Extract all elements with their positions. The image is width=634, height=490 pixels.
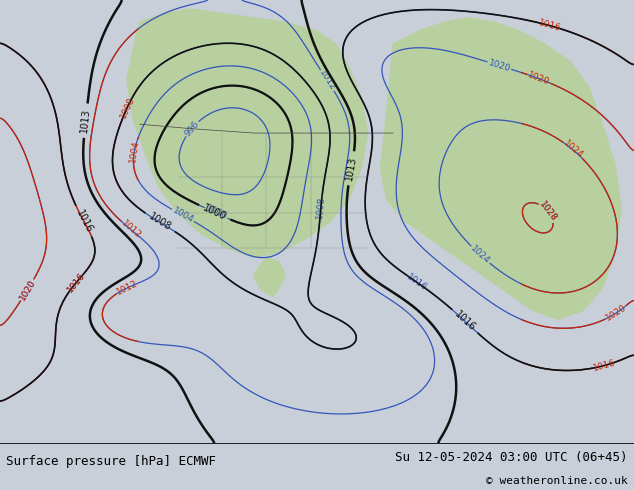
- Polygon shape: [254, 257, 285, 297]
- Text: 1016: 1016: [74, 208, 94, 234]
- Text: 1016: 1016: [65, 271, 87, 294]
- Text: Surface pressure [hPa] ECMWF: Surface pressure [hPa] ECMWF: [6, 455, 216, 467]
- Text: 1000: 1000: [204, 204, 228, 222]
- Text: 1020: 1020: [526, 71, 551, 87]
- Text: 1028: 1028: [538, 200, 559, 223]
- Text: 1013: 1013: [79, 108, 92, 133]
- Text: 1020: 1020: [18, 278, 37, 302]
- Polygon shape: [216, 177, 254, 204]
- Text: 1024: 1024: [562, 139, 585, 161]
- Text: 1024: 1024: [469, 244, 492, 266]
- Text: 1020: 1020: [18, 278, 37, 302]
- Text: 1016: 1016: [593, 358, 617, 373]
- Text: 1016: 1016: [453, 309, 477, 333]
- Text: 1013: 1013: [344, 155, 358, 181]
- Text: 1004: 1004: [128, 139, 141, 163]
- Polygon shape: [380, 18, 621, 319]
- Text: 1016: 1016: [65, 271, 87, 294]
- Text: 1012: 1012: [318, 69, 337, 93]
- Text: Su 12-05-2024 03:00 UTC (06+45): Su 12-05-2024 03:00 UTC (06+45): [395, 451, 628, 464]
- Text: 996: 996: [183, 119, 201, 138]
- Text: 1016: 1016: [404, 272, 429, 293]
- Text: 1028: 1028: [538, 200, 559, 223]
- Text: 1020: 1020: [604, 303, 628, 323]
- Text: 1000: 1000: [202, 203, 228, 222]
- Text: 1012: 1012: [115, 279, 139, 297]
- Text: 1008: 1008: [315, 196, 327, 220]
- Text: 1008: 1008: [147, 212, 173, 233]
- Text: 1004: 1004: [171, 206, 195, 225]
- Text: 1020: 1020: [487, 58, 512, 74]
- Text: 1016: 1016: [538, 18, 562, 33]
- Text: 1012: 1012: [119, 219, 143, 241]
- Text: © weatheronline.co.uk: © weatheronline.co.uk: [486, 476, 628, 486]
- Text: 1008: 1008: [118, 96, 136, 120]
- Polygon shape: [127, 9, 368, 257]
